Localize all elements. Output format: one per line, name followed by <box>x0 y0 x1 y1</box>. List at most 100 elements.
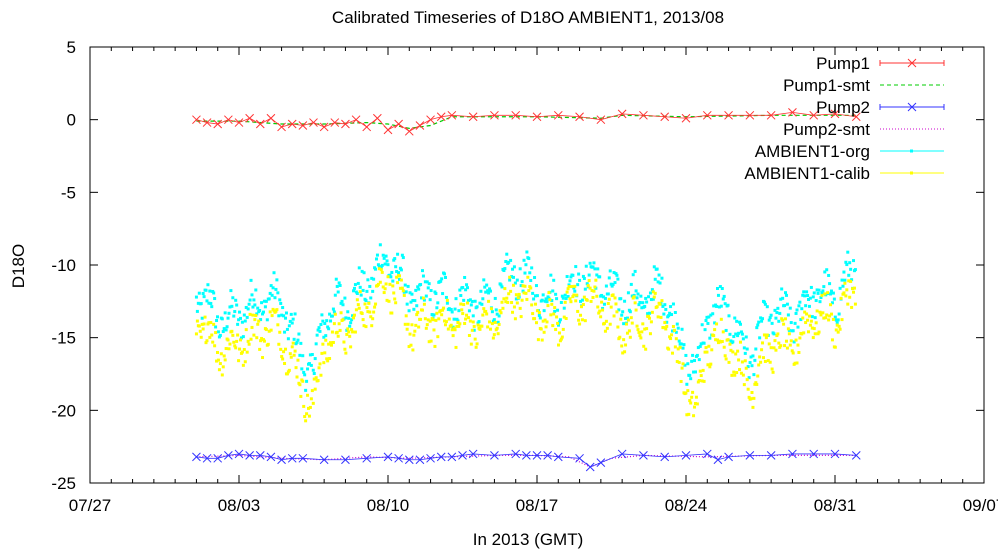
data-point <box>732 370 736 374</box>
data-point <box>415 455 425 465</box>
data-point <box>560 335 564 339</box>
data-point <box>660 112 670 122</box>
data-point <box>392 258 396 262</box>
data-point <box>266 452 276 462</box>
data-point <box>765 333 769 337</box>
data-point <box>241 363 245 367</box>
data-point <box>803 310 807 314</box>
data-point <box>459 302 463 306</box>
data-point <box>306 393 310 397</box>
data-point <box>532 112 542 122</box>
data-point <box>634 289 638 293</box>
data-point <box>358 285 362 289</box>
data-point <box>705 350 709 354</box>
data-point <box>553 452 563 462</box>
data-point <box>606 302 610 306</box>
data-point <box>822 285 826 289</box>
data-point <box>826 291 830 295</box>
data-point <box>429 339 433 343</box>
data-point <box>692 370 696 374</box>
data-point <box>245 451 254 460</box>
data-point <box>718 285 722 289</box>
data-point <box>575 453 584 463</box>
data-point <box>771 370 775 374</box>
data-point <box>622 322 626 326</box>
data-point <box>601 308 605 312</box>
data-point <box>785 346 789 350</box>
data-point <box>786 327 790 331</box>
data-point <box>263 305 267 309</box>
data-point <box>611 293 615 297</box>
data-point <box>575 293 579 297</box>
data-point <box>652 295 656 299</box>
data-point <box>319 373 323 377</box>
data-point <box>847 273 851 277</box>
data-point <box>683 363 687 367</box>
data-point <box>673 345 677 349</box>
data-point <box>703 350 707 354</box>
data-point <box>475 342 479 346</box>
data-point <box>377 267 381 271</box>
data-point <box>397 274 401 278</box>
data-point <box>505 296 509 300</box>
data-point <box>811 295 815 299</box>
data-point <box>739 371 743 375</box>
data-point <box>603 329 607 333</box>
x-tick-label: 09/07 <box>963 496 998 515</box>
data-point <box>522 258 526 262</box>
data-point <box>290 321 294 325</box>
data-point <box>722 345 726 349</box>
data-point <box>205 339 209 343</box>
data-point <box>281 306 285 310</box>
data-point <box>298 453 308 463</box>
data-point <box>540 298 544 302</box>
data-point <box>586 284 590 288</box>
data-point <box>488 320 492 324</box>
data-point <box>689 401 693 405</box>
data-point <box>723 354 727 358</box>
data-point <box>806 318 810 322</box>
data-point <box>522 451 531 460</box>
data-point <box>809 449 819 459</box>
data-point <box>222 327 226 331</box>
data-point <box>247 302 251 306</box>
data-point <box>449 307 453 311</box>
data-point <box>498 309 502 313</box>
data-point <box>759 316 763 320</box>
data-point <box>837 312 841 316</box>
data-point <box>576 283 580 287</box>
data-point <box>543 451 552 460</box>
data-point <box>702 341 706 345</box>
data-point <box>816 291 820 295</box>
data-point <box>292 337 296 341</box>
data-point <box>593 285 597 289</box>
data-point <box>507 260 511 264</box>
data-point <box>276 291 280 295</box>
x-tick-label: 07/27 <box>69 496 112 515</box>
data-point <box>502 297 506 301</box>
data-point <box>543 318 547 322</box>
data-point <box>820 293 824 297</box>
data-point <box>227 311 231 315</box>
data-point <box>356 303 360 307</box>
data-point <box>436 301 440 305</box>
data-point <box>349 345 353 349</box>
data-point <box>307 362 311 366</box>
data-point <box>613 296 617 300</box>
data-point <box>718 340 722 344</box>
legend-label: AMBIENT1-org <box>755 142 870 161</box>
data-point <box>840 318 844 322</box>
data-point <box>739 330 743 334</box>
data-point <box>390 311 394 315</box>
data-point <box>310 353 314 357</box>
data-point <box>852 286 856 290</box>
data-point <box>457 324 461 328</box>
data-point <box>580 318 584 322</box>
data-point <box>433 290 437 294</box>
data-point <box>733 316 737 320</box>
data-point <box>548 298 552 302</box>
data-point <box>453 328 457 332</box>
data-point <box>848 261 852 265</box>
data-point <box>788 449 797 459</box>
data-point <box>567 285 571 289</box>
